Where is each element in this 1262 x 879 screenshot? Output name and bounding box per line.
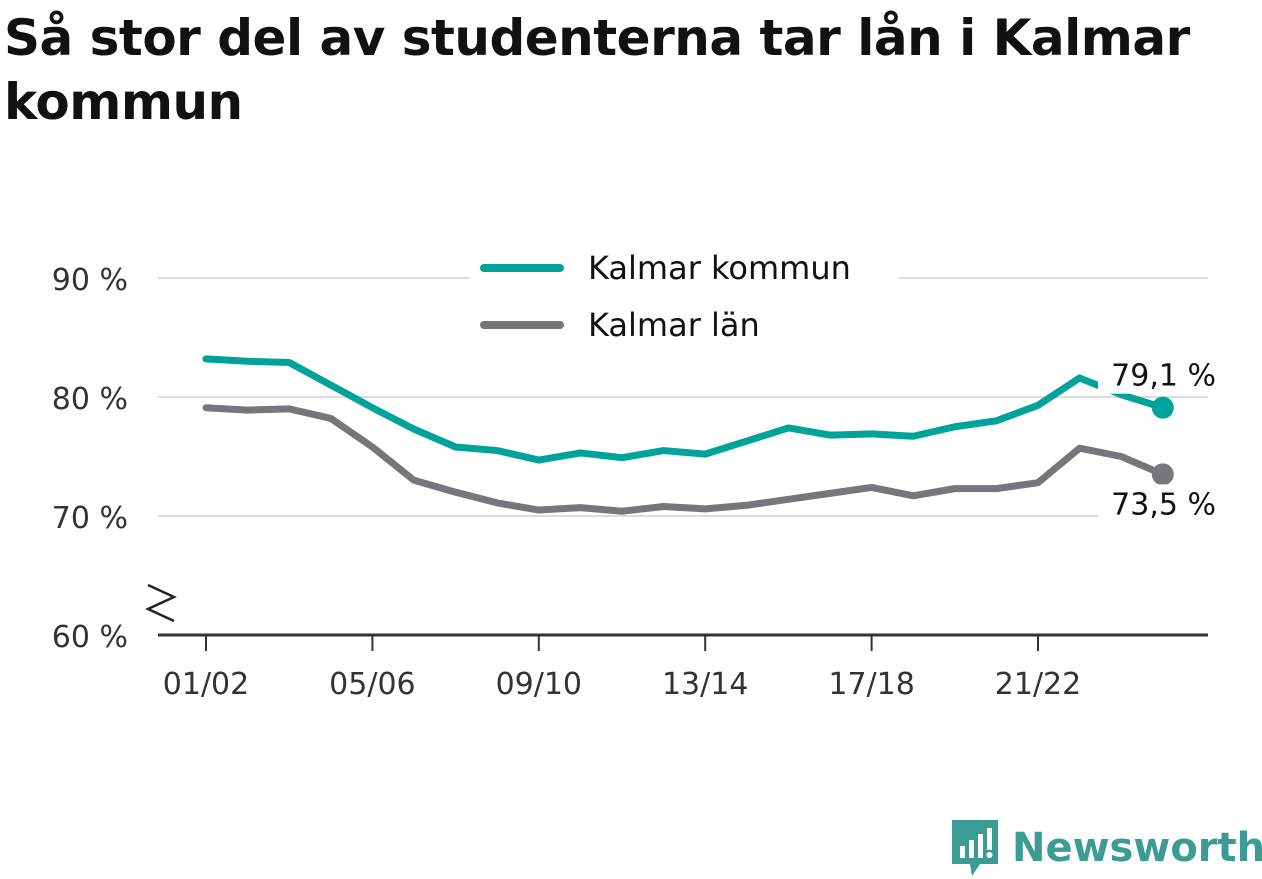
legend: Kalmar kommun Kalmar län [470,244,898,356]
legend-label: Kalmar kommun [588,249,851,287]
legend-background [470,244,898,356]
end-point-marker [1151,463,1174,486]
series-lines [202,355,1174,515]
axis-break-mark [145,583,177,623]
newsworthy-logo-icon [952,820,998,876]
end-value-label: 73,5 % [1111,487,1216,522]
y-tick-label: 90 % [52,263,128,298]
x-tick-label: 01/02 [163,667,249,702]
x-tick-label: 21/22 [995,667,1081,702]
y-axis-ticks: 60 % 70 % 80 % 90 % [52,263,177,655]
x-tick-label: 13/14 [662,667,748,702]
legend-label: Kalmar län [588,306,760,344]
y-tick-label: 60 % [52,620,128,655]
series-line-kalmar-lan [202,404,1167,515]
y-tick-label: 70 % [52,501,128,536]
series-line-kalmar-kommun [202,355,1167,464]
y-tick-label: 80 % [52,382,128,417]
x-tick-label: 05/06 [329,667,415,702]
newsworthy-logo: Newsworthy [950,818,1262,878]
end-label-background [1098,355,1222,394]
end-value-label: 79,1 % [1111,359,1216,394]
newsworthy-logo-text: Newsworthy [1012,825,1262,871]
x-axis: 01/02 05/06 09/10 13/14 17/18 21/22 [158,633,1208,702]
end-label-background [1098,484,1222,523]
chart-title: Så stor del av studenterna tar lån i Kal… [4,9,1190,131]
x-tick-label: 17/18 [828,667,914,702]
end-labels: 79,1 % 73,5 % [1098,355,1222,523]
end-point-marker [1151,396,1174,419]
x-tick-label: 09/10 [496,667,582,702]
